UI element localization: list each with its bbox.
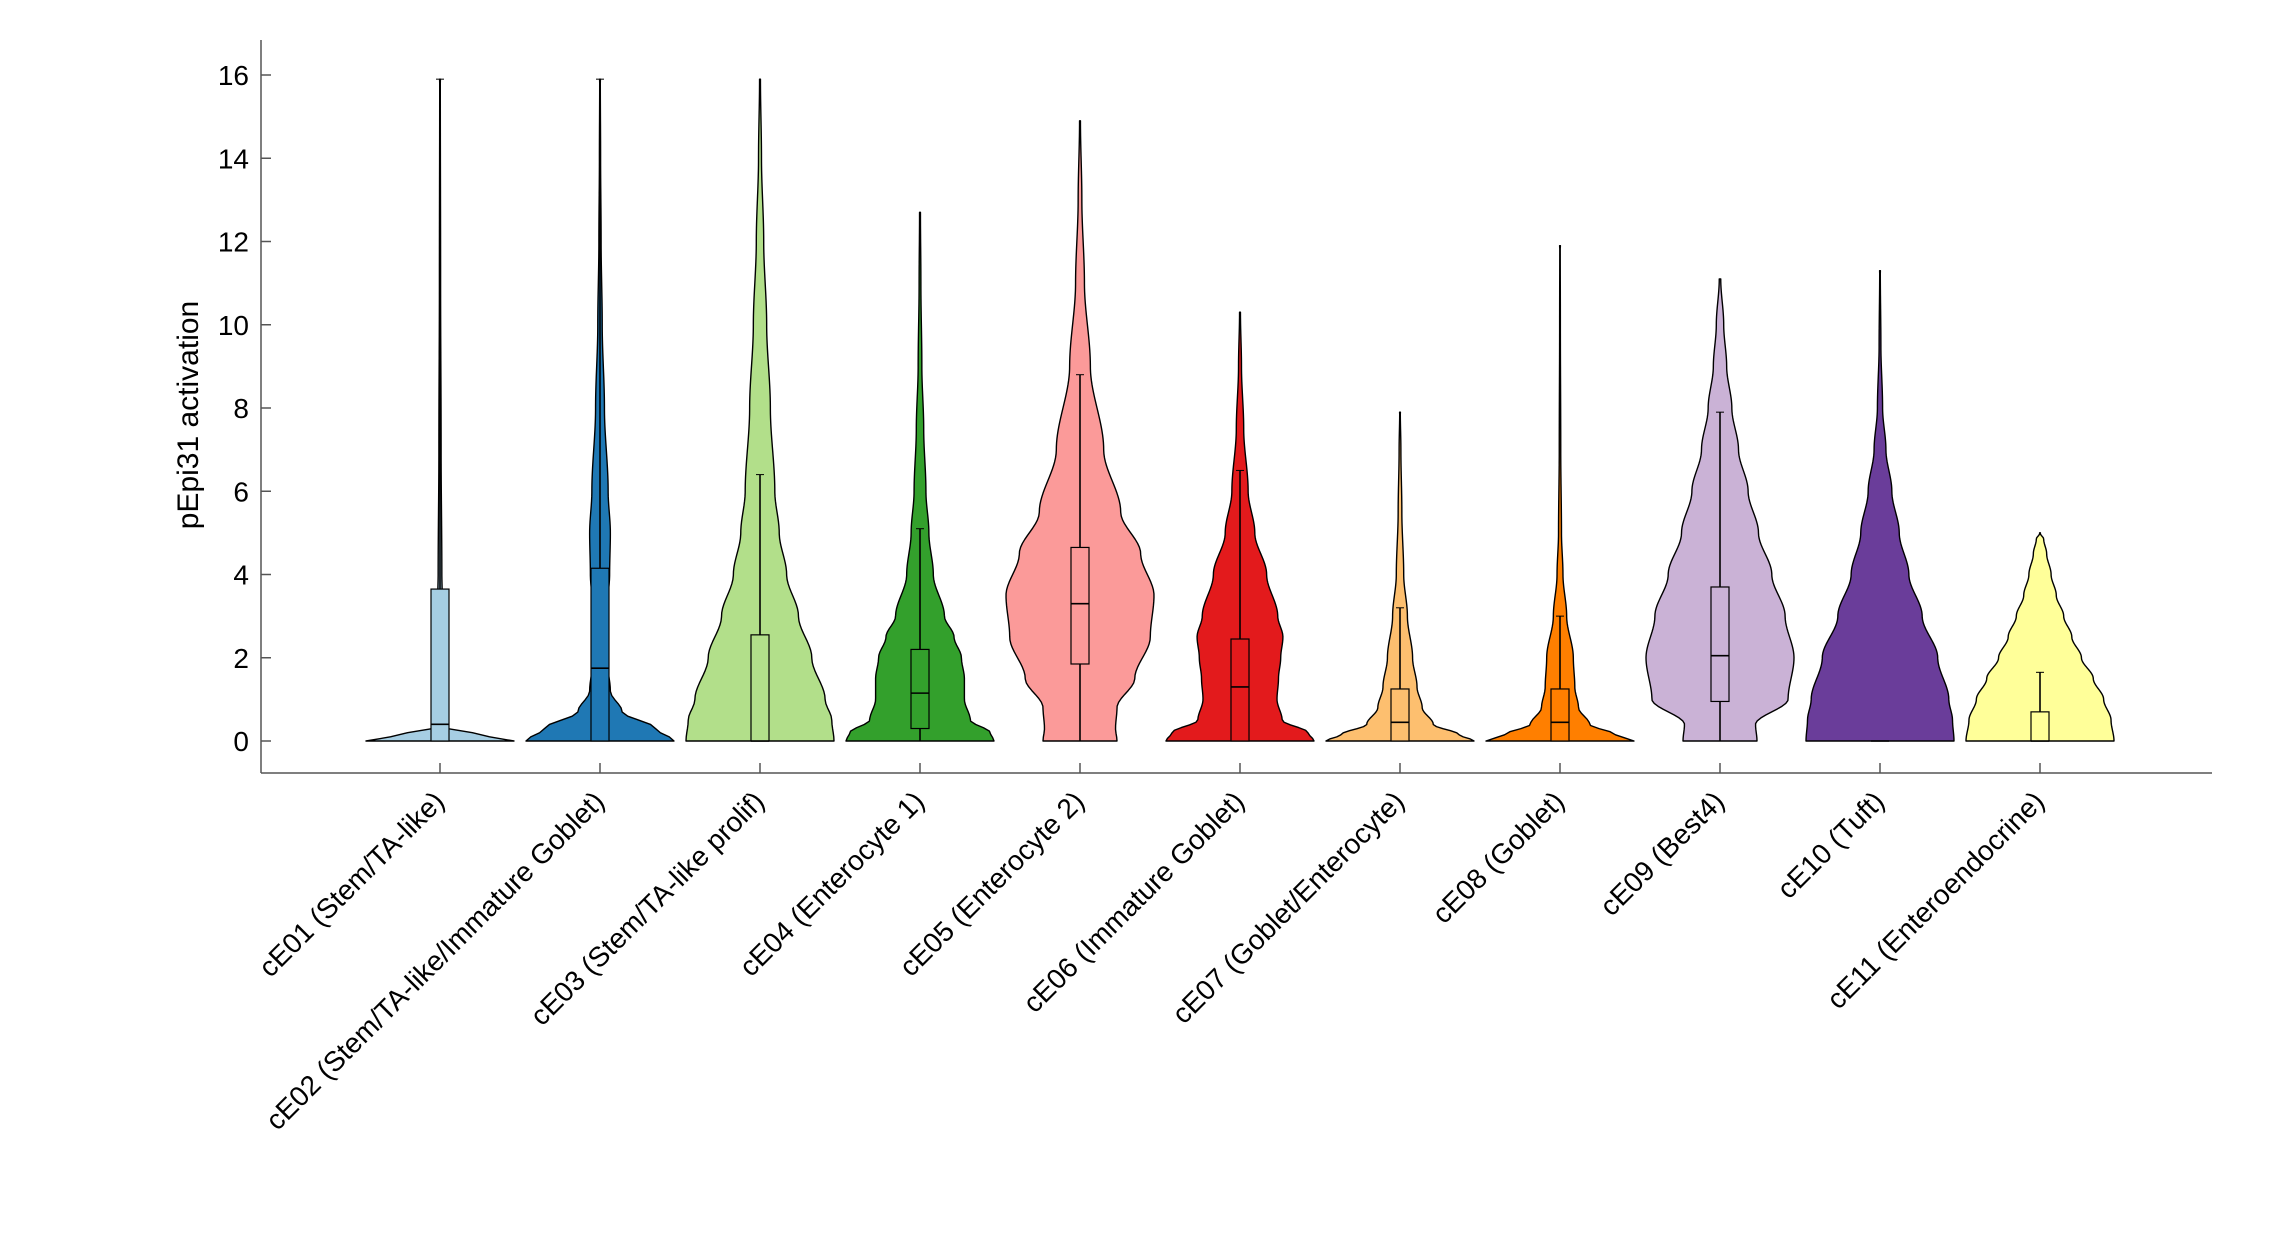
x-tick-label: cE08 (Goblet) <box>1426 785 1570 929</box>
violin-box <box>1710 586 1730 703</box>
y-axis-label: pEpi31 activation <box>172 301 205 530</box>
x-tick-label: cE10 (Tuft) <box>1771 785 1890 904</box>
violin-layer <box>365 78 2115 742</box>
violin-9 <box>1645 278 1795 742</box>
y-tick-label: 10 <box>218 310 249 341</box>
y-tick-label: 2 <box>233 643 249 674</box>
violin-box <box>1390 688 1410 742</box>
y-tick-label: 14 <box>218 143 249 174</box>
violin-1 <box>365 78 515 742</box>
violin-3 <box>685 78 835 742</box>
violin-5 <box>1005 120 1155 742</box>
violin-body <box>1805 269 1955 742</box>
y-tick-label: 6 <box>233 476 249 507</box>
y-tick-label: 16 <box>218 60 249 91</box>
y-tick-label: 4 <box>233 560 249 591</box>
violin-body <box>685 78 835 742</box>
violin-10 <box>1805 269 1955 742</box>
violin-11 <box>1965 532 2115 742</box>
violin-box <box>750 634 770 742</box>
violin-body <box>845 211 995 742</box>
violin-box <box>430 588 450 742</box>
violin-4 <box>845 211 995 742</box>
violin-7 <box>1325 411 1475 742</box>
y-tick-label: 12 <box>218 227 249 258</box>
x-tick-label: cE09 (Best4) <box>1594 785 1730 921</box>
y-tick-label: 8 <box>233 393 249 424</box>
violin-box <box>1070 546 1090 665</box>
violin-box <box>1230 638 1250 742</box>
violin-box <box>910 648 930 730</box>
violin-box <box>590 567 610 742</box>
y-tick-label: 0 <box>233 726 249 757</box>
violin-box <box>2030 711 2050 742</box>
violin-body <box>1485 244 1635 742</box>
violin-2 <box>525 78 675 742</box>
violin-body <box>1325 411 1475 742</box>
violin-body <box>1965 532 2115 742</box>
violin-box <box>1550 688 1570 742</box>
violin-6 <box>1165 311 1315 742</box>
violin-8 <box>1485 244 1635 742</box>
x-tick-label: cE02 (Stem/TA-like/Immature Goblet) <box>260 785 611 1136</box>
